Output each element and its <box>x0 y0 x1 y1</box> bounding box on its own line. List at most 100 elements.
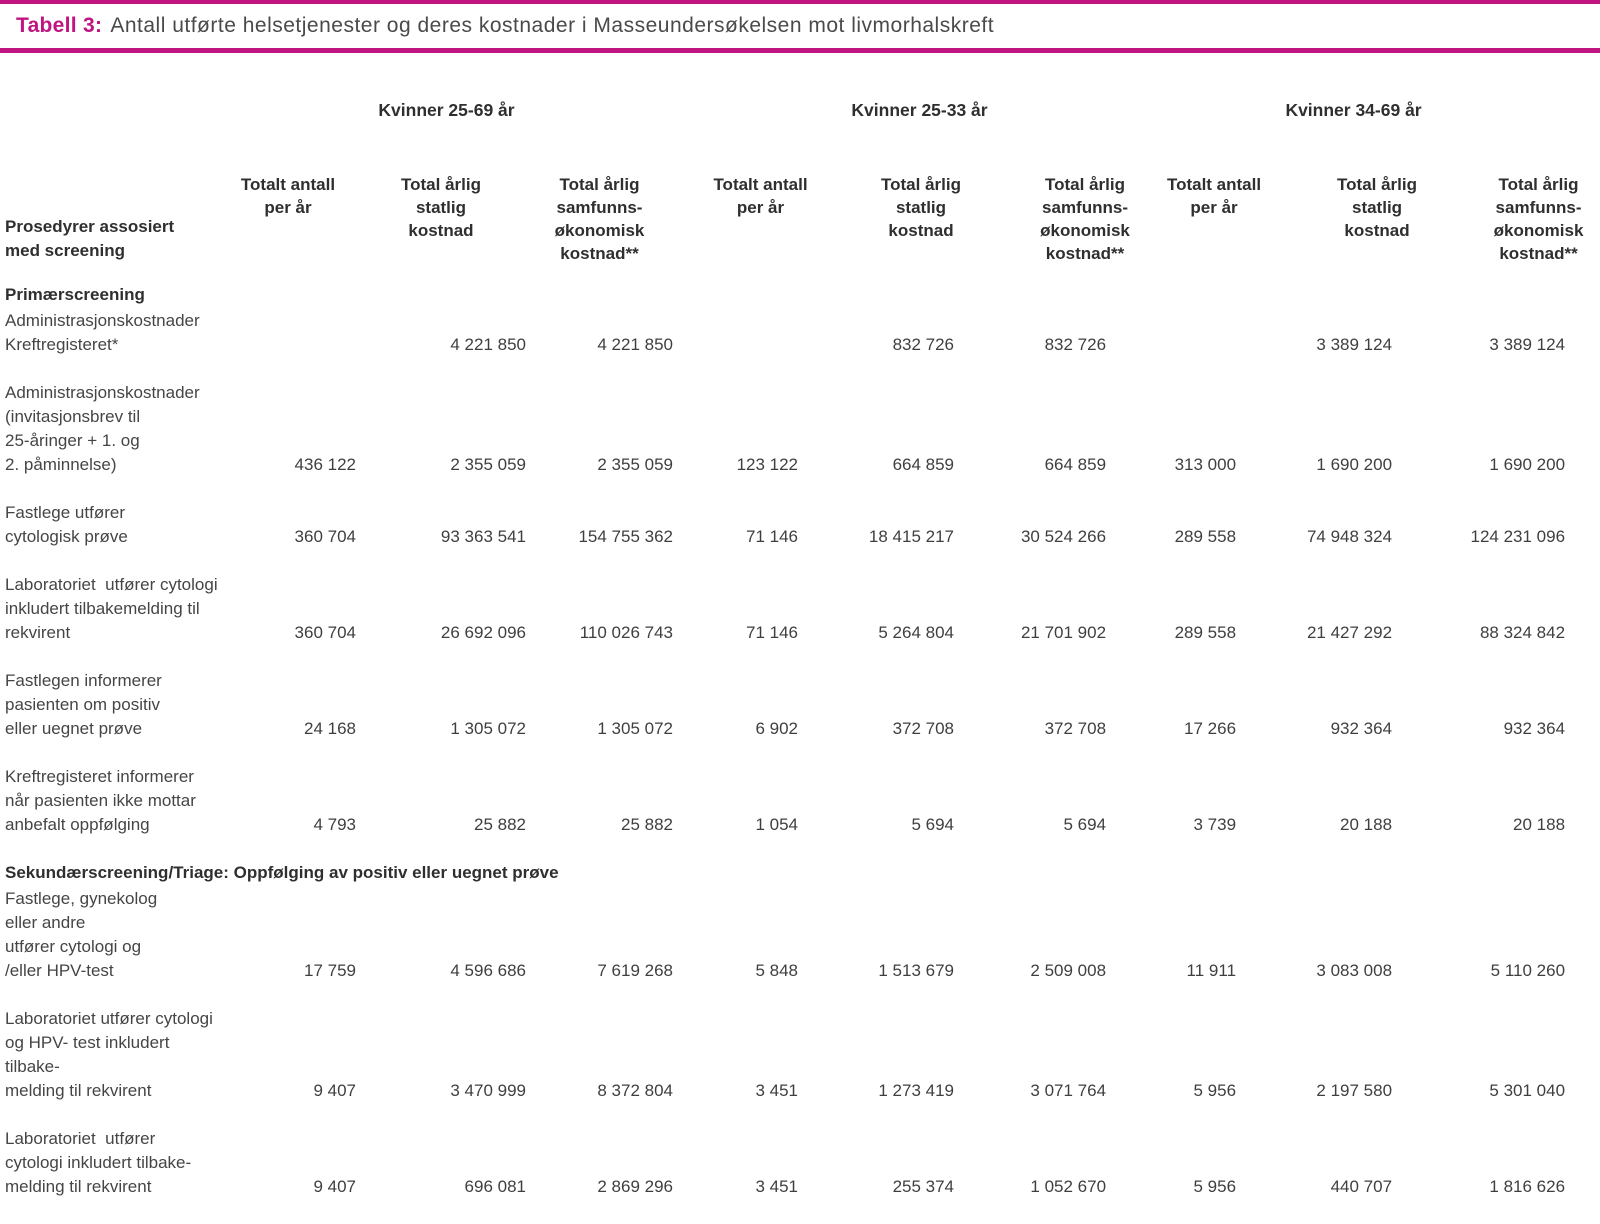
value-cell: 7 619 268 <box>597 961 674 980</box>
value-cell: 2 197 580 <box>1316 1081 1393 1100</box>
value-cell: 74 948 324 <box>1306 527 1393 546</box>
value-cell <box>220 307 356 357</box>
table-row: Administrasjonskostnader Kreftregisteret… <box>5 307 1565 357</box>
value-cell: 93 363 541 <box>440 527 526 546</box>
value-cell: 25 882 <box>621 815 674 834</box>
table-title-prefix: Tabell 3: <box>16 14 103 37</box>
row-label: Kreftregisteret informerer når pasienten… <box>5 767 196 834</box>
table-row: Fastlegen informerer pasienten om positi… <box>5 645 1565 741</box>
row-label: Fastlegen informerer pasienten om positi… <box>5 671 162 738</box>
value-cell: 1 273 419 <box>878 1081 955 1100</box>
column-header-samfunns-2: Total årlig samfunns- økonomisk kostnad*… <box>954 121 1130 265</box>
value-cell: 289 558 <box>1174 527 1237 546</box>
value-cell: 5 694 <box>911 815 955 834</box>
cost-table: Kvinner 25-69 år Kvinner 25-33 år Kvinne… <box>5 53 1584 1199</box>
value-cell: 9 407 <box>313 1081 356 1100</box>
value-cell: 9 407 <box>313 1177 356 1196</box>
value-cell: 123 122 <box>736 455 799 474</box>
value-cell: 2 355 059 <box>597 455 674 474</box>
value-cell: 932 364 <box>1503 719 1566 738</box>
column-header-samfunns-1: Total årlig samfunns- økonomisk kostnad*… <box>526 121 673 265</box>
column-header-label: Total årlig samfunns- økonomisk kostnad*… <box>1493 175 1584 263</box>
section-header: Primærscreening <box>5 285 145 304</box>
column-header-label: Total årlig samfunns- økonomisk kostnad*… <box>1040 175 1130 263</box>
value-cell: 1 690 200 <box>1316 455 1393 474</box>
row-label: Laboratoriet utfører cytologi inkludert … <box>5 1129 192 1196</box>
column-header-label: Total årlig samfunns- økonomisk kostnad*… <box>554 175 645 263</box>
value-cell: 88 324 842 <box>1479 623 1566 642</box>
value-cell: 1 816 626 <box>1489 1177 1566 1196</box>
column-header-label: Totalt antall per år <box>240 175 336 217</box>
group-header-row: Kvinner 25-69 år Kvinner 25-33 år Kvinne… <box>5 53 1565 121</box>
value-cell: 3 470 999 <box>450 1081 526 1100</box>
value-cell: 289 558 <box>1174 623 1237 642</box>
value-cell: 436 122 <box>294 455 356 474</box>
value-cell: 372 708 <box>1044 719 1107 738</box>
value-cell: 832 726 <box>1044 335 1107 354</box>
value-cell: 21 427 292 <box>1306 623 1393 642</box>
value-cell: 5 301 040 <box>1489 1081 1566 1100</box>
column-header-total-antall-1: Totalt antall per år <box>220 121 356 265</box>
table-row: Laboratoriet utfører cytologi og HPV- te… <box>5 983 1565 1103</box>
value-cell: 18 415 217 <box>868 527 955 546</box>
value-cell: 1 305 072 <box>450 719 526 738</box>
table-row: Fastlege utfører cytologisk prøve 360 70… <box>5 477 1565 549</box>
value-cell: 3 739 <box>1193 815 1237 834</box>
value-cell: 4 596 686 <box>450 961 526 980</box>
value-cell: 4 221 850 <box>597 335 674 354</box>
value-cell: 20 188 <box>1340 815 1393 834</box>
value-cell: 1 054 <box>755 815 799 834</box>
value-cell: 1 305 072 <box>597 719 674 738</box>
value-cell: 3 389 124 <box>1316 335 1393 354</box>
row-label: Administrasjonskostnader (invitasjonsbre… <box>5 383 200 474</box>
column-header-statlig-3: Total årlig statlig kostnad <box>1236 121 1417 265</box>
value-cell: 4 793 <box>313 815 356 834</box>
row-label: Fastlege, gynekolog eller andre utfører … <box>5 889 158 980</box>
row-label: Administrasjonskostnader Kreftregisteret… <box>5 311 200 354</box>
value-cell: 932 364 <box>1330 719 1393 738</box>
column-header-label: Totalt antall per år <box>1166 175 1262 217</box>
value-cell: 313 000 <box>1174 455 1237 474</box>
value-cell: 696 081 <box>464 1177 526 1196</box>
value-cell: 372 708 <box>892 719 955 738</box>
column-header-total-antall-2: Totalt antall per år <box>673 121 807 265</box>
value-cell: 24 168 <box>304 719 356 738</box>
column-header-statlig-2: Total årlig statlig kostnad <box>798 121 961 265</box>
value-cell: 25 882 <box>474 815 526 834</box>
table-row: Laboratoriet utfører cytologi inkludert … <box>5 549 1565 645</box>
value-cell: 71 146 <box>746 623 799 642</box>
value-cell: 6 902 <box>755 719 799 738</box>
column-header-label: Total årlig statlig kostnad <box>401 175 481 240</box>
group-header-label: Kvinner 34-69 år <box>1285 100 1422 120</box>
value-cell: 20 188 <box>1513 815 1566 834</box>
row-label: Laboratoriet utfører cytologi inkludert … <box>5 575 218 642</box>
value-cell: 1 052 670 <box>1030 1177 1107 1196</box>
group-header-25-69: Kvinner 25-69 år <box>220 53 673 121</box>
value-cell: 1 690 200 <box>1489 455 1566 474</box>
column-header-statlig-1: Total årlig statlig kostnad <box>356 121 526 265</box>
value-cell: 3 071 764 <box>1030 1081 1107 1100</box>
group-header-label: Kvinner 25-69 år <box>378 100 515 120</box>
value-cell: 5 694 <box>1063 815 1107 834</box>
table-title: Tabell 3: Antall utførte helsetjenester … <box>0 4 1600 48</box>
column-header-samfunns-3: Total årlig samfunns- økonomisk kostnad*… <box>1392 121 1584 265</box>
value-cell: 110 026 743 <box>579 623 674 642</box>
column-header-label: Total årlig statlig kostnad <box>1337 175 1418 240</box>
table-row: Laboratoriet utfører cytologi inkludert … <box>5 1103 1565 1199</box>
group-header-25-33: Kvinner 25-33 år <box>673 53 1106 121</box>
value-cell: 3 389 124 <box>1489 335 1566 354</box>
value-cell: 124 231 096 <box>1470 527 1566 546</box>
section-header: Sekundærscreening/Triage: Oppfølging av … <box>5 863 559 882</box>
table-title-text: Antall utførte helsetjenester og deres k… <box>110 14 995 37</box>
section-header-row: Sekundærscreening/Triage: Oppfølging av … <box>5 837 1565 885</box>
column-header-label: Totalt antall per år <box>713 175 808 217</box>
row-header-title: Prosedyrer assosiert med screening <box>5 217 175 260</box>
column-header-total-antall-3: Totalt antall per år <box>1106 121 1261 265</box>
value-cell: 17 759 <box>304 961 356 980</box>
value-cell <box>673 307 798 357</box>
value-cell: 3 451 <box>755 1177 799 1196</box>
group-header-34-69: Kvinner 34-69 år <box>1106 53 1565 121</box>
row-label: Fastlege utfører cytologisk prøve <box>5 503 128 546</box>
value-cell: 5 956 <box>1193 1177 1237 1196</box>
table-row: Kreftregisteret informerer når pasienten… <box>5 741 1565 837</box>
